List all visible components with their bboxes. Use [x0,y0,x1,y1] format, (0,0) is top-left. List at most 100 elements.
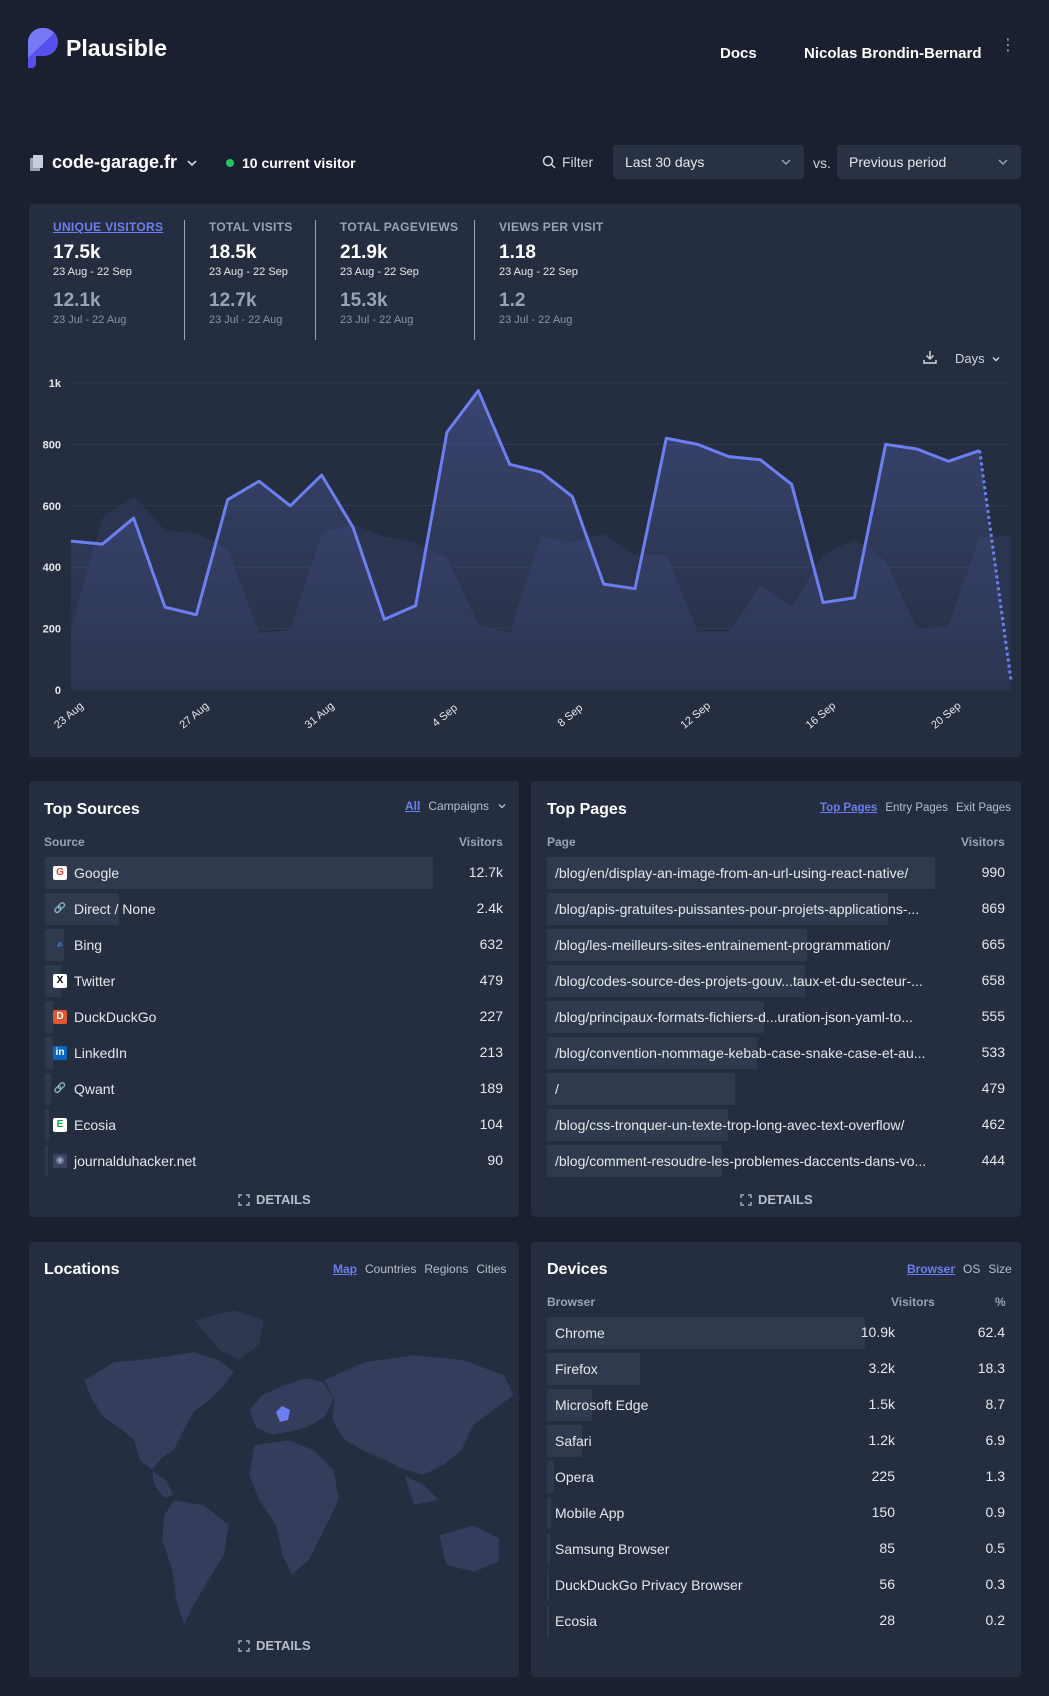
tab-browser[interactable]: Browser [907,1262,956,1276]
tab-size[interactable]: Size [988,1262,1012,1276]
list-item-label: D DuckDuckGo [53,1009,156,1025]
main-series-partial-line [978,450,1013,681]
docs-link[interactable]: Docs [720,45,757,62]
list-item[interactable]: Chrome 10.9k 62.4 [547,1317,1007,1349]
interval-select[interactable]: Days [955,351,1001,366]
tab-os[interactable]: OS [963,1262,981,1276]
list-item-text: Google [74,865,120,881]
list-item-value: 533 [981,1044,1005,1060]
list-item[interactable]: 🔗 Qwant 189 [45,1073,505,1105]
list-item[interactable]: ◉ journalduhacker.net 90 [45,1145,505,1177]
expand-icon [238,1193,250,1206]
list-item[interactable]: /blog/css-tronquer-un-texte-trop-long-av… [547,1109,1007,1141]
chevron-down-icon[interactable] [497,801,507,811]
top-sources-tabs: All Campaigns [405,799,507,813]
list-item-text: Microsoft Edge [555,1397,649,1413]
logo[interactable]: Plausible [28,28,167,68]
tab-cities[interactable]: Cities [476,1262,507,1276]
list-item[interactable]: /blog/en/display-an-image-from-an-url-us… [547,857,1007,889]
list-item[interactable]: / 479 [547,1073,1007,1105]
locations-title: Locations [44,1261,120,1278]
tab-regions[interactable]: Regions [424,1262,469,1276]
list-item[interactable]: Safari 1.2k 6.9 [547,1425,1007,1457]
list-item-label: Opera [555,1469,594,1485]
list-item[interactable]: Opera 225 1.3 [547,1461,1007,1493]
list-item-label: Ecosia [555,1613,597,1629]
world-map[interactable] [44,1300,519,1640]
list-item-value: 90 [487,1152,503,1168]
top-pages-tabs: Top Pages Entry Pages Exit Pages [820,802,1011,814]
bar-fill [547,1389,592,1421]
chevron-down-icon [992,356,1000,361]
linkedin-icon: in [53,1046,67,1060]
stat-total-visits[interactable]: TOTAL VISITS 18.5k 23 Aug - 22 Sep 12.7k… [209,220,293,326]
list-item[interactable]: Samsung Browser 85 0.5 [547,1533,1007,1565]
y-tick-label: 0 [55,685,61,697]
more-menu-icon[interactable]: ⋮ [1000,37,1016,54]
list-item-text: /blog/convention-nommage-kebab-case-snak… [555,1045,926,1061]
list-item[interactable]: DuckDuckGo Privacy Browser 56 0.3 [547,1569,1007,1601]
y-tick-label: 1k [49,378,62,390]
bar-fill [547,1001,765,1033]
list-item[interactable]: /blog/codes-source-des-projets-gouv...ta… [547,965,1007,997]
stat-previous-range: 23 Jul - 22 Aug [209,314,283,326]
bar-fill [45,893,119,925]
bar-fill [547,1353,641,1385]
list-item[interactable]: /blog/convention-nommage-kebab-case-snak… [547,1037,1007,1069]
visitors-line-chart[interactable]: 0 200 400 600 800 1k 23 Aug 27 Aug 31 Aug 4 Sep 8 … [29,370,1021,740]
stat-unique-visitors[interactable]: UNIQUE VISITORS 17.5k 23 Aug - 22 Sep 12… [53,220,163,326]
list-item[interactable]: G Google 12.7k [45,857,505,889]
tab-all[interactable]: All [405,799,421,813]
list-item[interactable]: Mobile App 150 0.9 [547,1497,1007,1529]
list-item[interactable]: /blog/principaux-formats-fichiers-d...ur… [547,1001,1007,1033]
list-item-text: Direct / None [74,901,156,917]
download-icon[interactable] [922,349,938,365]
list-item[interactable]: X Twitter 479 [45,965,505,997]
filter-button[interactable]: Filter [542,154,593,170]
bar-fill [547,1073,736,1105]
locations-details-button[interactable]: DETAILS [238,1638,311,1653]
list-item[interactable]: /blog/comment-resoudre-les-problemes-dac… [547,1145,1007,1177]
list-item[interactable]: 🔗 Direct / None 2.4k [45,893,505,925]
list-item[interactable]: Ecosia 28 0.2 [547,1605,1007,1637]
tab-top-pages[interactable]: Top Pages [820,802,878,814]
greenland-shape [193,1309,265,1361]
tab-campaigns[interactable]: Campaigns [428,799,490,813]
list-item-value: 555 [981,1008,1005,1024]
stat-previous-value: 12.1k [53,290,101,311]
tab-map[interactable]: Map [333,1262,357,1276]
list-item[interactable]: /blog/les-meilleurs-sites-entrainement-p… [547,929,1007,961]
list-item[interactable]: /blog/apis-gratuites-puissantes-pour-pro… [547,893,1007,925]
list-item-label: Chrome [555,1325,605,1341]
list-item[interactable]: Firefox 3.2k 18.3 [547,1353,1007,1385]
stat-total-pageviews[interactable]: TOTAL PAGEVIEWS 21.9k 23 Aug - 22 Sep 15… [340,220,458,326]
period-select[interactable]: Last 30 days [613,145,804,179]
current-visitors[interactable]: 10 current visitor [226,155,356,171]
compare-select[interactable]: Previous period [837,145,1021,179]
ecosia-icon: E [53,1118,67,1132]
user-menu[interactable]: Nicolas Brondin-Bernard [804,45,982,62]
stat-value: 18.5k [209,242,257,263]
tab-countries[interactable]: Countries [365,1262,417,1276]
top-sources-details-button[interactable]: DETAILS [238,1192,311,1207]
list-item[interactable]: E Ecosia 104 [45,1109,505,1141]
list-item[interactable]: Microsoft Edge 1.5k 8.7 [547,1389,1007,1421]
devices-title: Devices [547,1261,608,1278]
top-pages-details-button[interactable]: DETAILS [740,1192,813,1207]
bar-fill [45,1001,53,1033]
stat-label: TOTAL VISITS [209,220,293,234]
stat-divider [315,220,316,340]
list-item[interactable]: in LinkedIn 213 [45,1037,505,1069]
list-item[interactable]: ⌕ Bing 632 [45,929,505,961]
x-tick-label: 20 Sep [929,700,963,732]
tab-entry-pages[interactable]: Entry Pages [885,802,948,814]
stat-views-per-visit[interactable]: VIEWS PER VISIT 1.18 23 Aug - 22 Sep 1.2… [499,220,604,326]
list-item-label: X Twitter [53,973,115,989]
list-item[interactable]: D DuckDuckGo 227 [45,1001,505,1033]
list-item-label: /blog/les-meilleurs-sites-entrainement-p… [555,937,890,953]
list-item-value: 10.9k [860,1324,895,1340]
site-switcher[interactable]: code-garage.fr [28,152,199,173]
link-icon: 🔗 [53,1083,67,1094]
list-item-value: 665 [981,936,1005,952]
tab-exit-pages[interactable]: Exit Pages [955,802,1011,814]
